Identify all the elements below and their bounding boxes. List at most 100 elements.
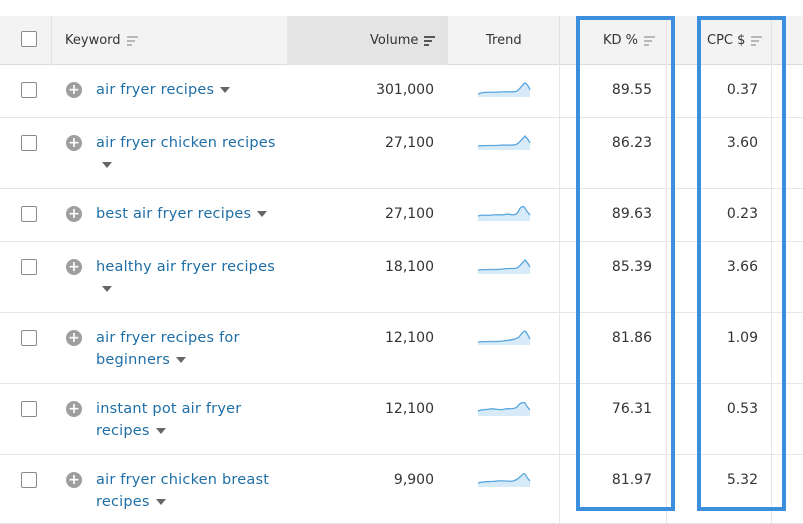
- row-divider: [771, 65, 772, 118]
- row-divider: [666, 455, 667, 524]
- kd-value: 76.31: [611, 401, 652, 417]
- row-divider: [771, 118, 772, 189]
- sort-icon[interactable]: [424, 35, 436, 46]
- caret-down-icon[interactable]: [155, 499, 166, 505]
- caret-down-icon[interactable]: [102, 162, 112, 168]
- kd-value: 89.55: [611, 82, 652, 98]
- table-row: + air fryer recipes for beginners 12,100…: [0, 313, 803, 384]
- volume-column-header[interactable]: Volume: [370, 16, 436, 65]
- keyword-link[interactable]: air fryer chicken recipes: [96, 132, 276, 176]
- cpc-header-label: CPC $: [707, 33, 746, 48]
- header-divider: [666, 16, 667, 65]
- cpc-value: 1.09: [726, 330, 758, 346]
- row-divider: [666, 118, 667, 189]
- header-divider: [559, 16, 560, 65]
- plus-circle-icon[interactable]: +: [66, 82, 82, 98]
- kd-column-header[interactable]: KD %: [603, 16, 656, 65]
- kd-value: 81.97: [611, 472, 652, 488]
- keyword-link[interactable]: air fryer chicken breast recipes: [96, 469, 276, 513]
- caret-down-icon[interactable]: [155, 428, 166, 434]
- trend-sparkline: [477, 330, 531, 345]
- header-divider: [771, 16, 772, 65]
- cpc-column-highlight: [697, 16, 786, 511]
- table-row: + healthy air fryer recipes 18,100 85.39…: [0, 242, 803, 313]
- trend-sparkline: [477, 401, 531, 416]
- table-row: + air fryer chicken recipes 27,100 86.23…: [0, 118, 803, 189]
- kd-header-label: KD %: [603, 33, 639, 48]
- sort-icon[interactable]: [126, 35, 138, 46]
- plus-circle-icon[interactable]: +: [66, 330, 82, 346]
- table-row: + air fryer recipes 301,000 89.55 0.37: [0, 65, 803, 118]
- kd-column-highlight: [576, 16, 675, 511]
- row-divider: [666, 242, 667, 313]
- row-checkbox[interactable]: [21, 330, 37, 346]
- plus-circle-icon[interactable]: +: [66, 472, 82, 488]
- caret-down-icon[interactable]: [257, 211, 268, 217]
- plus-circle-icon[interactable]: +: [66, 206, 82, 222]
- volume-header-label: Volume: [370, 33, 419, 48]
- plus-circle-icon[interactable]: +: [66, 401, 82, 417]
- row-divider: [666, 189, 667, 242]
- keyword-text: air fryer recipes: [96, 82, 215, 98]
- row-checkbox[interactable]: [21, 206, 37, 222]
- trend-sparkline: [477, 472, 531, 487]
- volume-header-sorted-bg: [287, 16, 448, 65]
- row-divider: [666, 384, 667, 455]
- keyword-link[interactable]: air fryer recipes for beginners: [96, 327, 276, 371]
- row-divider: [559, 189, 560, 242]
- cpc-value: 0.23: [726, 206, 758, 222]
- keyword-link[interactable]: instant pot air fryer recipes: [96, 398, 276, 442]
- kd-value: 85.39: [611, 259, 652, 275]
- row-divider: [559, 455, 560, 524]
- trend-sparkline: [477, 82, 531, 97]
- volume-value: 18,100: [385, 259, 434, 275]
- keyword-text: air fryer recipes for beginners: [96, 330, 240, 368]
- caret-down-icon[interactable]: [220, 87, 231, 93]
- row-checkbox[interactable]: [21, 82, 37, 98]
- keyword-column-header[interactable]: Keyword: [65, 16, 138, 65]
- row-divider: [771, 313, 772, 384]
- cpc-value: 3.60: [726, 135, 758, 151]
- header-divider: [447, 16, 448, 65]
- row-divider: [666, 65, 667, 118]
- row-checkbox[interactable]: [21, 472, 37, 488]
- keyword-link[interactable]: air fryer recipes: [96, 79, 276, 101]
- row-divider: [559, 384, 560, 455]
- row-divider: [559, 65, 560, 118]
- sort-icon[interactable]: [751, 35, 763, 46]
- caret-down-icon[interactable]: [175, 357, 186, 363]
- keyword-text: air fryer chicken recipes: [96, 135, 276, 151]
- table-row: + best air fryer recipes 27,100 89.63 0.…: [0, 189, 803, 242]
- keyword-header-label: Keyword: [65, 33, 121, 48]
- cpc-column-header[interactable]: CPC $: [707, 16, 763, 65]
- cpc-value: 0.53: [726, 401, 758, 417]
- row-divider: [771, 189, 772, 242]
- row-checkbox[interactable]: [21, 259, 37, 275]
- row-divider: [771, 455, 772, 524]
- volume-value: 12,100: [385, 330, 434, 346]
- trend-sparkline: [477, 259, 531, 274]
- header-divider: [51, 16, 52, 65]
- keyword-link[interactable]: best air fryer recipes: [96, 203, 276, 225]
- row-divider: [666, 313, 667, 384]
- volume-value: 301,000: [376, 82, 434, 98]
- kd-value: 89.63: [611, 206, 652, 222]
- table-header: Keyword Volume Trend KD % CPC $: [0, 16, 803, 65]
- volume-value: 27,100: [385, 206, 434, 222]
- select-all-checkbox[interactable]: [21, 31, 37, 47]
- keyword-link[interactable]: healthy air fryer recipes: [96, 256, 276, 300]
- row-divider: [771, 384, 772, 455]
- row-divider: [771, 242, 772, 313]
- table-row: + instant pot air fryer recipes 12,100 7…: [0, 384, 803, 455]
- keyword-text: best air fryer recipes: [96, 206, 252, 222]
- sort-icon[interactable]: [644, 35, 656, 46]
- row-divider: [559, 242, 560, 313]
- row-checkbox[interactable]: [21, 135, 37, 151]
- row-checkbox[interactable]: [21, 401, 37, 417]
- keyword-text: healthy air fryer recipes: [96, 259, 275, 275]
- plus-circle-icon[interactable]: +: [66, 259, 82, 275]
- caret-down-icon[interactable]: [102, 286, 112, 292]
- plus-circle-icon[interactable]: +: [66, 135, 82, 151]
- kd-value: 86.23: [611, 135, 652, 151]
- keyword-text: air fryer chicken breast recipes: [96, 472, 270, 510]
